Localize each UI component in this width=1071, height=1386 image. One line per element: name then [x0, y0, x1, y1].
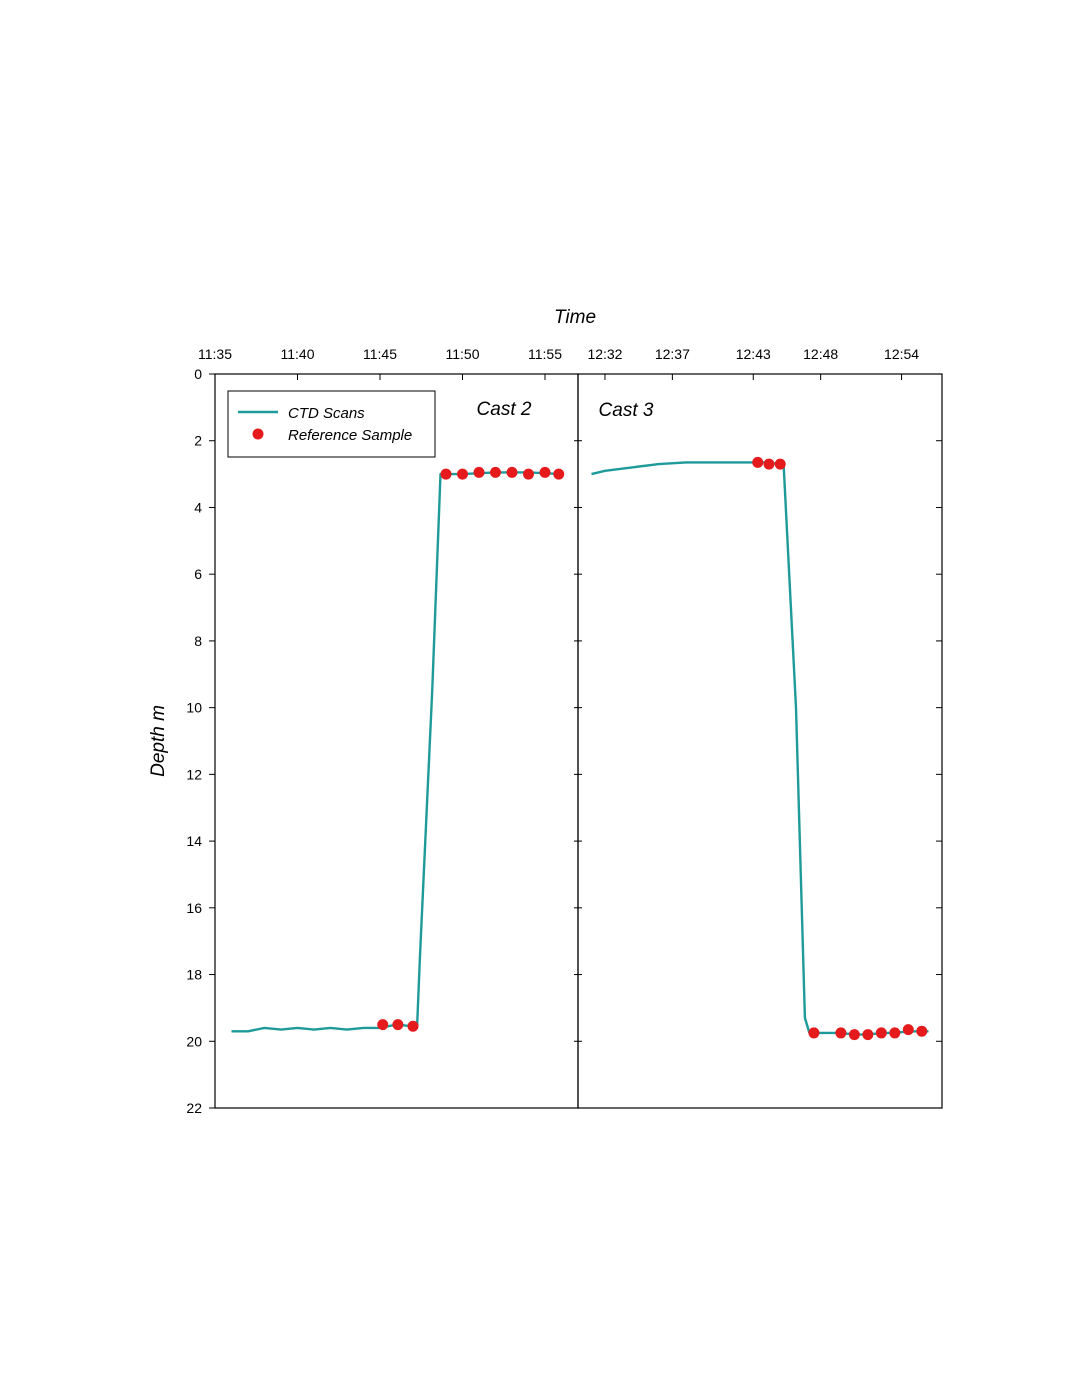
- y-tick-label: 20: [186, 1033, 202, 1049]
- legend-reference-label: Reference Sample: [288, 427, 412, 444]
- x-tick-label: 12:43: [736, 346, 771, 362]
- x-tick-label: 12:54: [884, 346, 919, 362]
- panel-frame: [214, 373, 579, 1109]
- reference-sample-point: [457, 468, 468, 480]
- y-tick-label: 12: [186, 766, 202, 782]
- reference-sample-point: [862, 1029, 874, 1041]
- reference-sample-point: [916, 1025, 928, 1037]
- y-tick-label: 22: [186, 1100, 202, 1116]
- y-tick-label: 18: [186, 967, 202, 983]
- y-tick-label: 10: [186, 700, 202, 716]
- panel-frame: [577, 373, 943, 1109]
- legend-reference-swatch: [252, 428, 264, 440]
- reference-sample-point: [377, 1019, 389, 1031]
- ctd-scan-line: [591, 461, 929, 1036]
- y-tick-label: 0: [194, 366, 202, 382]
- reference-sample-point: [539, 466, 551, 478]
- reference-sample-point: [473, 466, 485, 478]
- ctd-scan-line: [231, 471, 562, 1033]
- panel-label: Cast 2: [477, 399, 532, 420]
- x-tick-label: 11:50: [446, 346, 480, 362]
- reference-sample-point: [848, 1029, 860, 1041]
- reference-sample-point: [902, 1024, 914, 1036]
- x-tick-label: 12:48: [803, 346, 838, 362]
- y-tick-label: 2: [194, 433, 202, 449]
- legend-box: [227, 390, 436, 458]
- reference-sample-point: [763, 458, 775, 470]
- reference-sample-point: [523, 468, 534, 480]
- reference-sample-point: [835, 1027, 847, 1039]
- reference-sample-point: [392, 1019, 404, 1031]
- y-tick-label: 8: [194, 633, 202, 649]
- legend-ctd-label: CTD Scans: [288, 405, 365, 422]
- reference-sample-point: [889, 1027, 901, 1039]
- x-tick-label: 12:32: [587, 346, 622, 362]
- y-tick-label: 4: [194, 499, 202, 515]
- reference-sample-point: [553, 468, 565, 480]
- reference-sample-point: [506, 466, 518, 478]
- x-tick-label: 11:55: [528, 346, 562, 362]
- y-tick-label: 16: [186, 900, 202, 916]
- panel-label: Cast 3: [599, 400, 654, 421]
- x-tick-label: 12:37: [655, 346, 690, 362]
- reference-sample-point: [440, 468, 452, 480]
- y-tick-label: 14: [186, 833, 202, 849]
- reference-sample-point: [774, 458, 786, 470]
- reference-sample-point: [875, 1027, 887, 1039]
- x-axis-title: Time: [554, 307, 596, 328]
- reference-sample-point: [407, 1020, 419, 1032]
- plot-area: 0 2 4 6 8 10 12 14 16 18 20 22 11:35 11:40 11:45 11:50 1…: [186, 346, 943, 1116]
- y-axis-title: Depth m: [148, 705, 169, 777]
- reference-sample-point: [752, 456, 764, 468]
- x-tick-label: 11:35: [198, 346, 232, 362]
- reference-sample-point: [808, 1027, 820, 1039]
- reference-sample-point: [490, 466, 501, 478]
- x-tick-label: 11:40: [281, 346, 315, 362]
- y-tick-label: 6: [194, 566, 202, 582]
- x-tick-label: 11:45: [363, 346, 397, 362]
